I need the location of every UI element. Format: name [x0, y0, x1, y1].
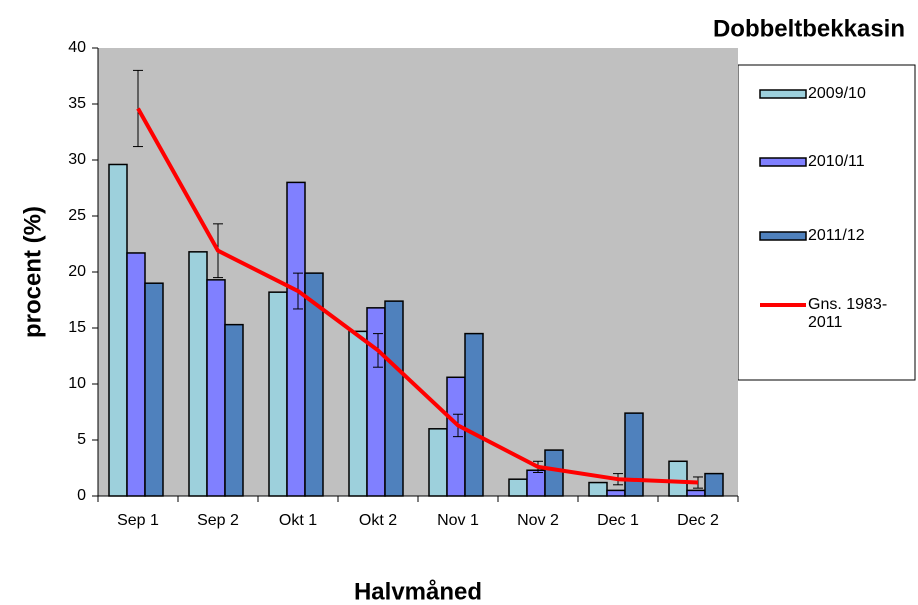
- bar: [508, 478, 528, 497]
- legend-swatch: [759, 231, 807, 241]
- legend-label: 2011/12: [808, 227, 865, 244]
- y-tick-label: 30: [68, 151, 86, 168]
- legend-box: [737, 64, 916, 381]
- bar: [704, 472, 724, 497]
- y-tick-label: 35: [68, 95, 86, 112]
- bar: [144, 282, 164, 497]
- x-tick-label: Nov 1: [437, 512, 479, 529]
- bar: [188, 251, 208, 497]
- bar: [606, 489, 626, 497]
- bar: [126, 252, 146, 497]
- x-tick-label: Sep 2: [197, 512, 239, 529]
- bar: [428, 428, 448, 497]
- bar: [224, 323, 244, 497]
- bar: [348, 330, 368, 497]
- bar: [286, 181, 306, 497]
- legend-label: 2009/10: [808, 85, 866, 102]
- legend-swatch: [759, 157, 807, 167]
- x-tick-label: Dec 2: [677, 512, 719, 529]
- y-tick-label: 40: [68, 39, 86, 56]
- bar: [668, 460, 688, 497]
- bar: [206, 279, 226, 497]
- bar: [588, 481, 608, 497]
- x-tick-label: Dec 1: [597, 512, 639, 529]
- bar: [544, 449, 564, 497]
- legend-label: Gns. 1983-2011: [808, 296, 888, 331]
- bar: [268, 291, 288, 497]
- y-tick-label: 10: [68, 375, 86, 392]
- x-tick-label: Nov 2: [517, 512, 559, 529]
- y-tick-label: 5: [77, 431, 86, 448]
- y-tick-label: 15: [68, 319, 86, 336]
- error-bar: [133, 69, 143, 148]
- x-axis-label: Halvmåned: [354, 578, 482, 605]
- y-tick-label: 0: [77, 487, 86, 504]
- bar: [526, 469, 546, 497]
- bar: [366, 307, 386, 497]
- y-axis-label: procent (%): [19, 206, 46, 338]
- line: [136, 107, 699, 485]
- legend-label: 2010/11: [808, 153, 865, 170]
- bar: [108, 163, 128, 497]
- bar: [464, 332, 484, 497]
- bar: [304, 272, 324, 497]
- y-tick-label: 20: [68, 263, 86, 280]
- y-tick-label: 25: [68, 207, 86, 224]
- bar: [624, 412, 644, 497]
- x-tick-label: Sep 1: [117, 512, 159, 529]
- bar: [384, 300, 404, 497]
- chart-title: Dobbeltbekkasin: [713, 15, 905, 42]
- x-tick-label: Okt 1: [279, 512, 317, 529]
- x-tick-label: Okt 2: [359, 512, 397, 529]
- legend-swatch: [759, 89, 807, 99]
- bar: [686, 489, 706, 497]
